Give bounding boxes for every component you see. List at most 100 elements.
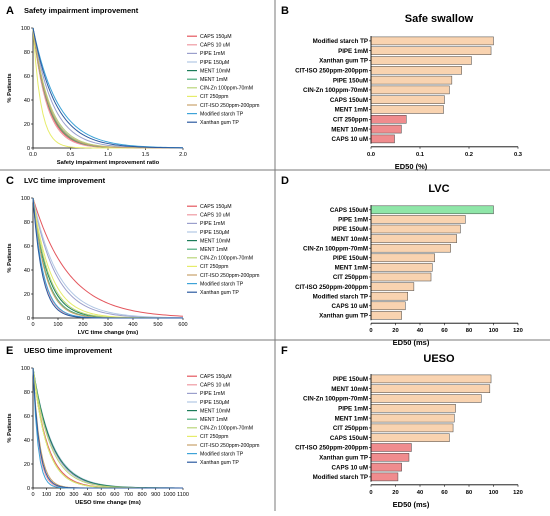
series-line xyxy=(32,27,184,149)
x-tick-label: 100 xyxy=(489,490,499,496)
x-tick-label: 900 xyxy=(151,492,160,498)
x-tick-label: 500 xyxy=(97,492,106,498)
bar xyxy=(370,56,472,65)
category-label: Modified starch TP xyxy=(313,293,368,300)
bar xyxy=(370,291,408,301)
chart-title: LVC time improvement xyxy=(24,176,106,185)
bar xyxy=(370,66,462,75)
legend-label: Modified starch TP xyxy=(200,281,244,287)
series-line xyxy=(32,367,183,489)
category-label: CIT 250ppm xyxy=(333,117,369,124)
line-chart-panel-a: A Safety impairment improvement 0 20 40 60 80 1… xyxy=(6,5,259,166)
legend-label: CAPS 10 uM xyxy=(200,383,230,389)
legend-label: CIT 250ppm xyxy=(200,264,228,270)
series-line xyxy=(32,27,183,149)
legend-label: Xanthan gum TP xyxy=(200,290,239,296)
bar xyxy=(370,301,406,311)
panel-letter: F xyxy=(281,345,288,357)
y-tick-label: 80 xyxy=(24,390,30,396)
legend-label: MENT 10mM xyxy=(200,238,230,244)
series-line xyxy=(32,197,183,319)
series-line xyxy=(32,27,183,149)
legend-label: CAPS 150μM xyxy=(200,204,232,210)
category-label: Modified starch TP xyxy=(313,474,368,481)
bar xyxy=(370,36,494,46)
y-tick-label: 20 xyxy=(24,292,30,298)
x-tick-label: 200 xyxy=(78,322,87,328)
bar xyxy=(370,243,451,253)
category-label: MENT 1mM xyxy=(335,107,368,114)
x-tick-label: 40 xyxy=(417,328,423,334)
series-line xyxy=(32,197,183,319)
category-label: Modified starch TP xyxy=(313,38,368,45)
legend-label: MENT 10mM xyxy=(200,408,230,414)
x-axis-label: ED50 (%) xyxy=(395,162,428,171)
category-label: CIT-ISO 250ppm-200ppm xyxy=(295,284,368,291)
legend-label: CIN-Zn 100ppm-70mM xyxy=(200,426,253,432)
y-axis-label: % Patients xyxy=(7,413,13,442)
category-label: CAPS 10 uM xyxy=(332,136,368,143)
category-label: CAPS 150uM xyxy=(330,435,368,442)
category-label: Xanthan gum TP xyxy=(319,58,368,65)
bar xyxy=(370,462,402,472)
series-line xyxy=(32,197,183,319)
chart-title: LVC xyxy=(428,183,449,195)
y-tick-label: 60 xyxy=(24,414,30,420)
legend-label: CIT-ISO 250ppm-200ppm xyxy=(200,273,259,279)
x-tick-label: 0 xyxy=(369,490,372,496)
x-tick-label: 1100 xyxy=(177,492,189,498)
category-label: CIT 250ppm xyxy=(333,274,369,281)
bar xyxy=(370,263,433,272)
y-tick-label: 100 xyxy=(21,196,30,202)
legend-label: CIT-ISO 250ppm-200ppm xyxy=(200,103,259,109)
bar xyxy=(370,46,492,55)
chart-title: UESO time improvement xyxy=(24,346,112,355)
bar xyxy=(370,394,482,403)
x-tick-label: 120 xyxy=(513,328,523,334)
series-line xyxy=(32,197,184,319)
legend-label: CIN-Zn 100ppm-70mM xyxy=(200,256,253,262)
y-tick-label: 60 xyxy=(24,74,30,80)
bar xyxy=(370,105,444,114)
bar xyxy=(370,374,492,384)
bar xyxy=(370,472,399,482)
y-axis-label: % Patients xyxy=(7,243,13,272)
x-tick-label: 0.2 xyxy=(465,152,473,158)
category-label: CAPS 10 uM xyxy=(332,303,368,310)
x-axis-label: Safety impairment improvement ratio xyxy=(57,160,160,166)
bar xyxy=(370,234,457,243)
legend-label: PIPE 1mM xyxy=(200,51,225,57)
category-label: CAPS 150uM xyxy=(330,207,368,214)
legend-label: CAPS 150μM xyxy=(200,374,232,380)
bar xyxy=(370,124,402,134)
bar xyxy=(370,384,491,393)
category-label: PIPE 1mM xyxy=(338,48,368,55)
series-line xyxy=(32,367,183,489)
x-tick-label: 80 xyxy=(466,490,472,496)
category-label: Xanthan gum TP xyxy=(319,455,368,462)
legend-label: MENT 1mM xyxy=(200,247,228,253)
x-tick-label: 80 xyxy=(466,328,472,334)
category-label: PIPE 1mM xyxy=(338,406,368,413)
series-line xyxy=(32,27,184,149)
series-line xyxy=(32,27,184,149)
x-tick-label: 200 xyxy=(56,492,65,498)
series-line xyxy=(32,367,183,489)
x-tick-label: 100 xyxy=(42,492,51,498)
x-axis-label: UESO time change (ms) xyxy=(75,500,141,506)
bar xyxy=(370,205,494,215)
x-tick-label: 800 xyxy=(137,492,146,498)
panel-letter: C xyxy=(6,175,14,187)
x-tick-label: 60 xyxy=(441,328,447,334)
legend-label: PIPE 1mM xyxy=(200,221,225,227)
line-chart-panel-c: C LVC time improvement 0 20 40 60 80 100 0 100 200… xyxy=(6,175,259,336)
series-line xyxy=(32,197,183,319)
series-line xyxy=(32,27,183,149)
bar xyxy=(370,253,435,263)
panel-letter: E xyxy=(6,345,13,357)
series-line xyxy=(32,27,183,149)
x-axis-label: ED50 (ms) xyxy=(393,500,430,509)
y-tick-label: 20 xyxy=(24,462,30,468)
